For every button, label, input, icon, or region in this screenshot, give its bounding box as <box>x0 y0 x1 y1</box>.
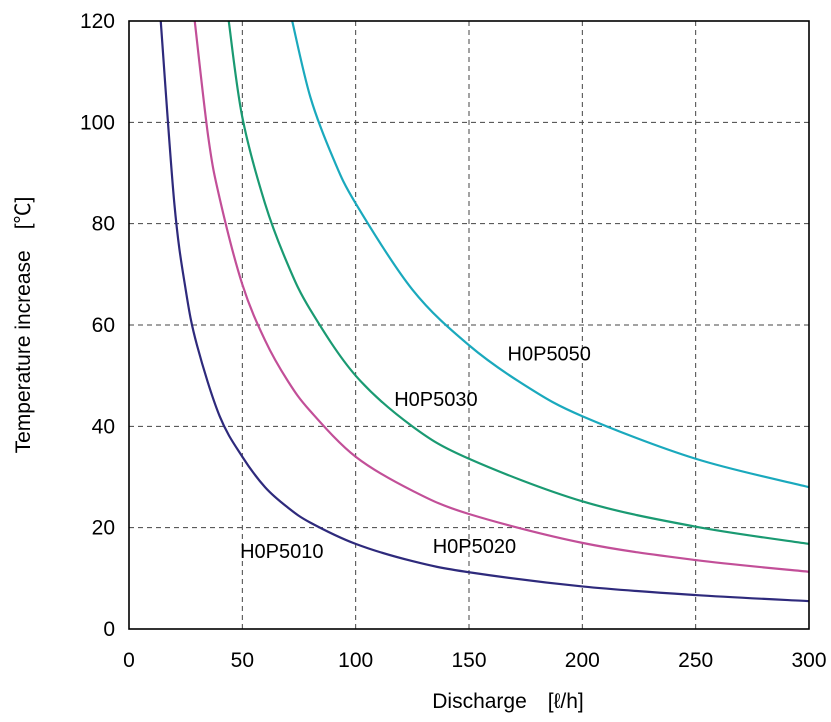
x-tick-label: 150 <box>451 649 486 672</box>
series-annotations: H0P5050 H0P5030 H0P5020 H0P5010 <box>240 343 591 563</box>
y-tick-label: 0 <box>103 618 115 641</box>
series-line-h0p5020 <box>193 20 810 573</box>
series-label-h0p5020: H0P5020 <box>433 536 516 558</box>
y-tick-label: 120 <box>80 10 115 33</box>
series-line-h0p5050 <box>291 20 810 489</box>
y-tick-label: 20 <box>92 517 115 540</box>
y-tick-label: 40 <box>92 415 115 438</box>
series-label-h0p5030: H0P5030 <box>394 389 477 411</box>
x-tick-label: 300 <box>791 649 826 672</box>
x-tick-labels: 0 50 100 150 200 250 300 <box>123 649 826 672</box>
x-tick-label: 250 <box>678 649 713 672</box>
y-tick-label: 60 <box>92 314 115 337</box>
x-tick-label: 200 <box>565 649 600 672</box>
y-tick-labels: 0 20 40 60 80 100 120 <box>80 10 115 641</box>
y-axis-title: Temperature increase [℃] <box>12 197 35 454</box>
series-line-h0p5030 <box>227 20 810 545</box>
series-label-h0p5050: H0P5050 <box>508 343 591 365</box>
x-tick-label: 0 <box>123 649 135 672</box>
series-line-h0p5010 <box>159 20 810 603</box>
y-tick-label: 100 <box>80 111 115 134</box>
x-tick-label: 100 <box>338 649 373 672</box>
x-axis-title: Discharge [ℓ/h] <box>432 690 584 713</box>
x-tick-label: 50 <box>231 649 254 672</box>
y-tick-label: 80 <box>92 213 115 236</box>
plot-frame <box>128 20 810 630</box>
series-curves <box>159 20 810 603</box>
series-label-h0p5010: H0P5010 <box>240 541 323 563</box>
